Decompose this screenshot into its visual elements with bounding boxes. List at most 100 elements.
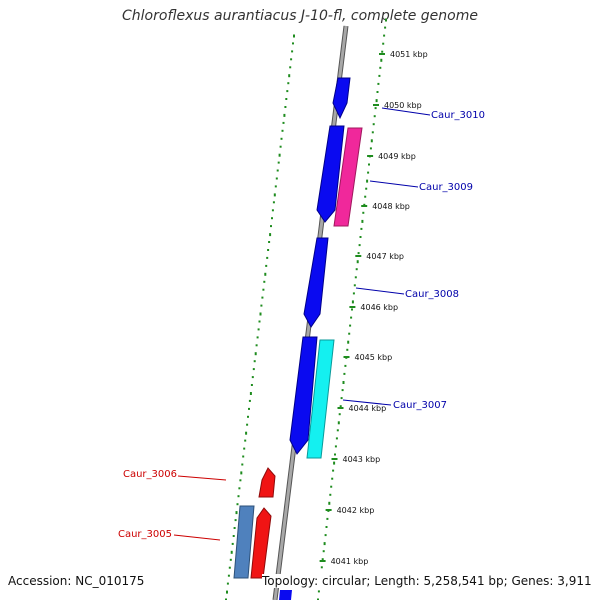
gene-label-caur-3007[interactable]: Caur_3007 xyxy=(393,400,447,411)
ruler-left-dot xyxy=(243,447,246,450)
tick-label: 4048 kbp xyxy=(372,202,410,211)
ruler-left-dot xyxy=(290,58,293,61)
ruler-left-dot xyxy=(239,479,242,482)
ruler-left-dot xyxy=(274,185,277,188)
gene-caur-3007-paralog[interactable] xyxy=(306,339,335,459)
ruler-left-dot xyxy=(266,256,269,259)
ruler-right-dot xyxy=(369,147,372,150)
ruler-right-dot xyxy=(334,445,337,448)
ruler-left-dot xyxy=(241,463,244,466)
ruler-right-dot xyxy=(324,534,327,537)
accession-text: Accession: NC_010175 xyxy=(8,574,145,588)
ruler-left-dot xyxy=(244,439,247,442)
ruler-left-dot xyxy=(272,201,275,204)
ruler-right-dot xyxy=(340,397,343,400)
gene-label-caur-3009-group[interactable]: Caur_3009 xyxy=(369,180,473,193)
ruler-right-dot xyxy=(379,66,382,69)
gene-label-caur-3007-group[interactable]: Caur_3007 xyxy=(342,399,447,411)
ruler-left-dot xyxy=(234,519,237,522)
gene-label-caur-3010-group[interactable]: Caur_3010 xyxy=(381,107,485,121)
ruler-right-dot xyxy=(366,179,369,183)
ruler-right-dot xyxy=(332,469,335,472)
ruler-right-dot xyxy=(342,381,345,384)
ruler-left-dot xyxy=(264,272,267,276)
ruler-left-dot xyxy=(287,82,290,85)
ruler-right-dot xyxy=(377,82,380,85)
gene-caur-3008[interactable] xyxy=(303,237,329,328)
ruler-left-dot xyxy=(248,407,250,410)
ruler-left-dot xyxy=(229,558,232,561)
gene-label-caur-3010[interactable]: Caur_3010 xyxy=(431,110,485,121)
ruler-right-dot xyxy=(361,219,364,223)
ruler-left-dot xyxy=(246,423,249,426)
ruler-left-dot xyxy=(225,598,227,600)
gene-caur-3009-paralog[interactable] xyxy=(333,127,363,227)
ruler-left-dot xyxy=(292,42,294,45)
ruler-left-dot xyxy=(233,527,236,529)
ruler-right-dot xyxy=(375,99,378,103)
ruler-left-dot xyxy=(256,336,259,339)
ruler-right-dot xyxy=(317,598,319,600)
tick-label: 4051 kbp xyxy=(390,50,428,59)
ruler-left-dot xyxy=(252,368,255,371)
leader-line xyxy=(342,399,392,406)
gene-label-caur-3009[interactable]: Caur_3009 xyxy=(419,182,473,193)
leader-line xyxy=(173,534,221,541)
gene-label-caur-3008[interactable]: Caur_3008 xyxy=(405,289,459,300)
ruler-left-dot xyxy=(291,50,294,53)
ruler-left-dot xyxy=(261,296,264,299)
gene-label-caur-3008-group[interactable]: Caur_3008 xyxy=(355,287,459,300)
gene-caur-3006[interactable] xyxy=(258,467,276,498)
ruler-left-dot xyxy=(258,320,261,323)
ruler-left-dot xyxy=(237,495,240,498)
gene-label-caur-3006[interactable]: Caur_3006 xyxy=(123,469,177,480)
ruler-left-dot xyxy=(247,415,249,418)
tick-label: 4049 kbp xyxy=(378,152,416,161)
ruler-right-dot xyxy=(347,340,350,344)
ruler-left-dot xyxy=(271,217,273,220)
gene-caur-3005-paralog[interactable] xyxy=(233,505,255,579)
ruler-right-dot xyxy=(325,526,328,528)
ruler-right-dot xyxy=(329,493,332,496)
ruler-right-dot xyxy=(378,74,381,77)
gene-caur-3010[interactable] xyxy=(332,77,351,120)
gene-caur-3007[interactable] xyxy=(289,336,318,455)
ruler-right-dot xyxy=(317,590,320,593)
ruler-right-dot xyxy=(351,300,354,304)
ruler-left-dot xyxy=(293,34,295,38)
ruler-left-dot xyxy=(265,264,268,267)
ruler-right-dot xyxy=(339,405,342,408)
tick-labels: 4051 kbp 4050 kbp 4049 kbp 4048 kbp 4047 kbp… xyxy=(319,50,428,566)
gene-label-caur-3006-group[interactable]: Caur_3006 xyxy=(123,469,227,481)
ruler-right-dot xyxy=(330,485,333,488)
ruler-right-dot xyxy=(359,236,362,238)
genome-title: Chloroflexus aurantiacus J-10-fl, comple… xyxy=(122,8,478,24)
ruler-right-dot xyxy=(349,324,352,327)
ruler-right-dot xyxy=(328,501,331,505)
gene-caur-3009[interactable] xyxy=(316,125,345,223)
ruler-right-dot xyxy=(323,542,326,546)
tick-label: 4047 kbp xyxy=(366,252,404,261)
ruler-right-dot xyxy=(385,18,387,22)
topology-text: Topology: circular; Length: 5,258,541 bp… xyxy=(262,574,592,588)
gene-label-caur-3005[interactable]: Caur_3005 xyxy=(118,529,172,540)
ruler-left-dot xyxy=(238,487,241,490)
ruler-left-dot xyxy=(248,399,251,402)
leader-line xyxy=(355,287,405,295)
ruler-right-dot xyxy=(380,58,383,62)
ruler-right-dot xyxy=(362,211,365,214)
ruler-left-dot xyxy=(262,288,265,291)
ruler-left-dot xyxy=(228,566,231,569)
tick-label: 4045 kbp xyxy=(355,353,393,362)
ruler-left-dot xyxy=(275,177,278,180)
ruler-left-dot xyxy=(235,511,238,515)
ruler-left-dot xyxy=(250,384,253,386)
ruler-right-dot xyxy=(358,244,361,247)
gene-caur-3005[interactable] xyxy=(250,507,272,579)
ruler-left-dot xyxy=(277,161,280,164)
ruler-right-dot xyxy=(363,203,366,206)
ruler-left-dot xyxy=(267,249,270,251)
ruler-left-dot xyxy=(227,574,230,577)
ruler-left-dot xyxy=(254,352,257,356)
gene-label-caur-3005-group[interactable]: Caur_3005 xyxy=(118,529,221,541)
